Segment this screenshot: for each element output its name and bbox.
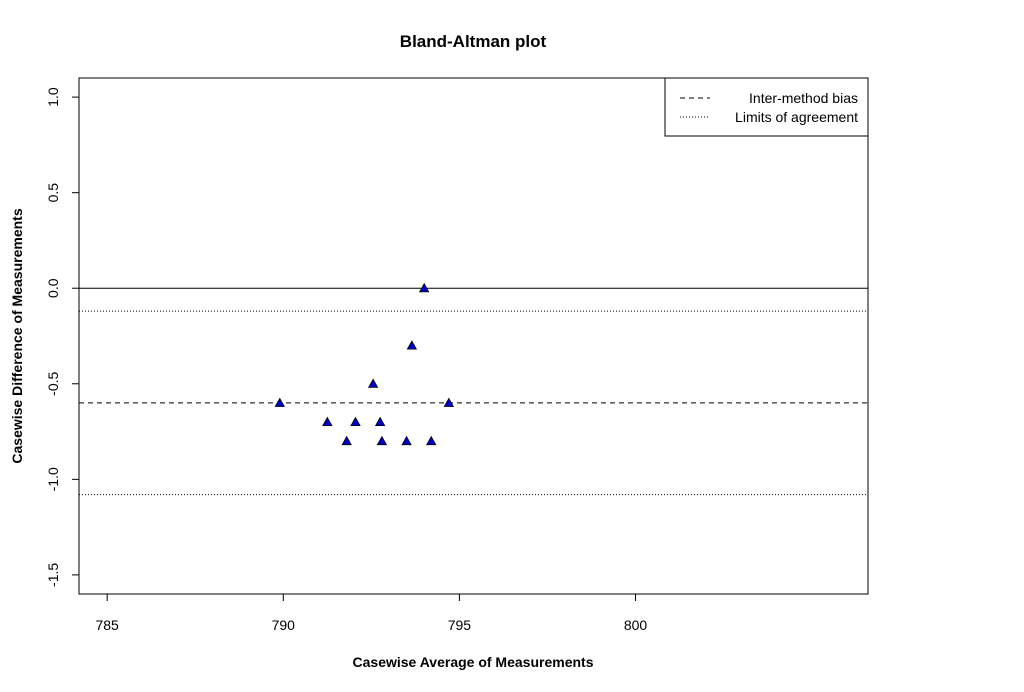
data-point bbox=[350, 416, 361, 427]
data-point bbox=[322, 416, 333, 427]
data-point bbox=[406, 340, 418, 350]
data-point bbox=[443, 397, 455, 407]
data-point bbox=[341, 435, 352, 446]
legend-label-bias: Inter-method bias bbox=[749, 90, 858, 106]
plot-frame bbox=[78, 77, 869, 595]
y-axis: 1.0 0.5 0.0 -0.5 -1.0 -1.5 bbox=[45, 87, 79, 587]
data-point bbox=[274, 397, 285, 407]
y-tick-label: 0.5 bbox=[45, 183, 61, 203]
legend: Inter-method bias Limits of agreement bbox=[664, 77, 869, 137]
y-axis-label: Casewise Difference of Measurements bbox=[9, 208, 25, 463]
x-tick-label: 795 bbox=[448, 617, 472, 633]
y-tick-label: -1.5 bbox=[45, 563, 61, 587]
x-tick-label: 800 bbox=[624, 617, 648, 633]
y-tick-label: 0.0 bbox=[45, 278, 61, 298]
data-points bbox=[274, 282, 455, 446]
data-point bbox=[419, 282, 430, 293]
legend-box bbox=[664, 77, 869, 137]
y-tick-label: -0.5 bbox=[45, 372, 61, 396]
data-point bbox=[376, 435, 388, 446]
y-tick-label: -1.0 bbox=[45, 467, 61, 491]
data-point bbox=[401, 435, 412, 446]
x-tick-label: 785 bbox=[95, 617, 119, 633]
x-axis: 785 790 795 800 bbox=[95, 594, 647, 633]
data-point bbox=[374, 416, 386, 427]
reference-lines bbox=[79, 287, 868, 496]
legend-label-limits: Limits of agreement bbox=[735, 109, 858, 125]
data-point bbox=[367, 378, 379, 388]
x-tick-label: 790 bbox=[272, 617, 296, 633]
y-tick-label: 1.0 bbox=[45, 87, 61, 107]
chart-title: Bland-Altman plot bbox=[400, 32, 547, 51]
x-axis-label: Casewise Average of Measurements bbox=[353, 654, 594, 670]
data-point bbox=[426, 435, 437, 446]
